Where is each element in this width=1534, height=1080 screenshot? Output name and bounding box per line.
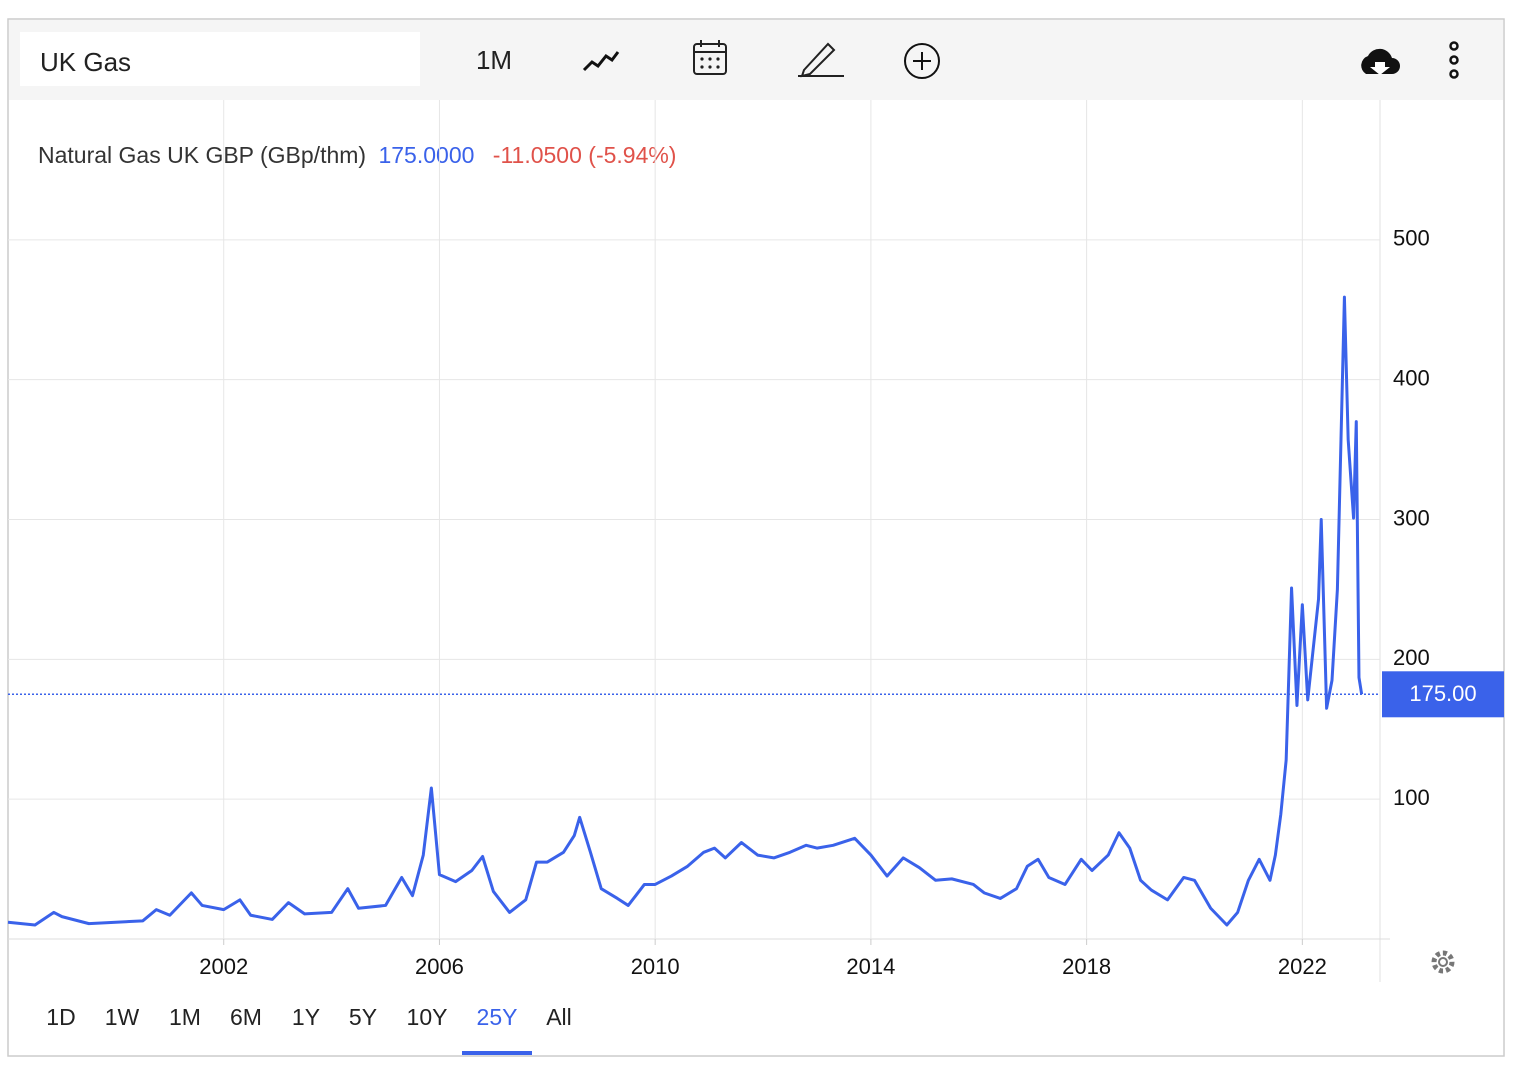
range-button[interactable]: 6M xyxy=(230,1004,262,1030)
last-price-tag xyxy=(1382,671,1504,718)
range-button[interactable]: 5Y xyxy=(349,1004,377,1030)
chart-type-icon[interactable] xyxy=(582,51,620,72)
active-range-underline xyxy=(462,1051,532,1055)
range-button[interactable]: All xyxy=(546,1004,572,1030)
settings-icon[interactable] xyxy=(1431,950,1455,974)
last-price-label: 175.00 xyxy=(1409,681,1476,706)
range-button[interactable]: 1W xyxy=(105,1004,140,1030)
x-tick-label: 2006 xyxy=(415,954,464,979)
download-icon[interactable] xyxy=(1361,48,1400,75)
plot-area: 100 200 300 400 500 2002 2006 2010 2014 2018 2022 1… xyxy=(7,100,1504,979)
menu-icon[interactable] xyxy=(1449,41,1459,79)
x-tick-label: 2010 xyxy=(631,954,680,979)
add-icon[interactable] xyxy=(904,43,940,79)
y-tick-label: 500 xyxy=(1393,226,1430,251)
draw-icon[interactable] xyxy=(798,42,844,78)
y-tick-label: 100 xyxy=(1393,785,1430,810)
range-button[interactable]: 10Y xyxy=(407,1004,448,1030)
y-tick-label: 200 xyxy=(1393,645,1430,670)
range-button[interactable]: 25Y xyxy=(477,1004,518,1030)
search-box[interactable] xyxy=(20,32,420,86)
range-button[interactable]: 1D xyxy=(46,1004,75,1030)
x-tick-label: 2022 xyxy=(1278,954,1327,979)
x-tick-label: 2018 xyxy=(1062,954,1111,979)
range-button[interactable]: 1Y xyxy=(292,1004,320,1030)
y-tick-label: 300 xyxy=(1393,505,1430,530)
range-button[interactable]: 1M xyxy=(169,1004,201,1030)
y-tick-label: 400 xyxy=(1393,365,1430,390)
price-change: -11.0500 (-5.94%) xyxy=(493,142,677,168)
search-text: UK Gas xyxy=(40,47,131,77)
instrument-name: Natural Gas UK GBP (GBp/thm) xyxy=(38,142,366,168)
calendar-icon[interactable] xyxy=(693,40,727,75)
last-price: 175.0000 xyxy=(378,142,474,168)
price-line xyxy=(7,295,1364,927)
legend: Natural Gas UK GBP (GBp/thm) 175.0000 -1… xyxy=(38,142,676,168)
x-tick-label: 2002 xyxy=(199,954,248,979)
x-tick-label: 2014 xyxy=(846,954,895,979)
interval-button[interactable]: 1M xyxy=(476,45,512,75)
range-bar: 1D 1W 1M 6M 1Y 5Y 10Y 25Y All xyxy=(46,1004,572,1055)
widget-frame xyxy=(7,18,1505,1057)
